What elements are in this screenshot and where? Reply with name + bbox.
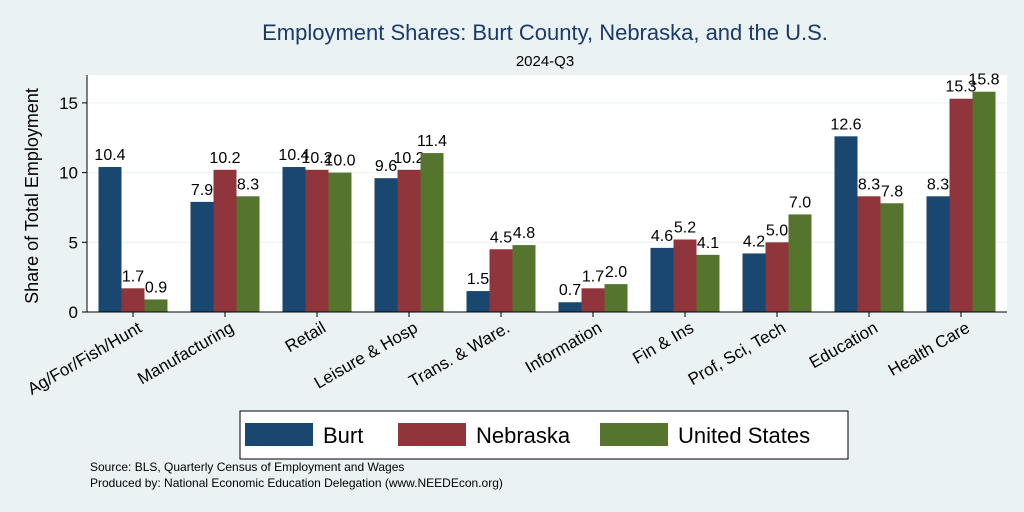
x-tick-label: Retail xyxy=(282,318,329,356)
bar-nebraska xyxy=(581,288,605,312)
data-label: 4.5 xyxy=(490,229,512,246)
bar-burt xyxy=(742,253,766,312)
data-label: 1.7 xyxy=(582,268,604,285)
bar-nebraska xyxy=(489,249,513,312)
y-tick-label: 5 xyxy=(69,233,78,252)
bar-nebraska xyxy=(673,239,697,312)
x-tick-label: Fin & Ins xyxy=(629,318,697,368)
bar-united-states xyxy=(604,284,628,312)
bar-united-states xyxy=(696,254,720,312)
data-label: 0.9 xyxy=(145,279,167,296)
data-label: 10.2 xyxy=(393,150,424,167)
legend-label: Burt xyxy=(323,423,363,448)
x-tick-label: Prof, Sci, Tech xyxy=(685,318,789,389)
plot-area: 05101510.41.70.9Ag/For/Fish/Hunt7.910.28… xyxy=(24,72,1007,399)
x-tick-label: Manufacturing xyxy=(134,318,237,388)
data-label: 7.8 xyxy=(881,183,903,200)
bar-united-states xyxy=(328,172,352,312)
data-label: 1.7 xyxy=(122,268,144,285)
legend-swatch-burt xyxy=(245,423,313,446)
bar-nebraska xyxy=(305,169,329,312)
data-label: 12.6 xyxy=(830,116,861,133)
legend-swatch-nebraska xyxy=(398,423,466,446)
legend: Burt Nebraska United States xyxy=(239,410,849,460)
bar-burt xyxy=(650,247,674,312)
bar-united-states xyxy=(144,299,168,312)
legend-label: United States xyxy=(678,423,810,448)
data-label: 9.6 xyxy=(375,158,397,175)
bar-united-states xyxy=(972,91,996,313)
data-label: 15.8 xyxy=(968,72,999,89)
bar-burt xyxy=(98,167,122,312)
y-axis-label: Share of Total Employment xyxy=(22,88,42,304)
data-label: 5.0 xyxy=(766,222,788,239)
data-label: 11.4 xyxy=(417,133,447,150)
bar-united-states xyxy=(420,153,444,312)
x-tick-label: Education xyxy=(806,318,881,372)
x-tick-label: Leisure & Hosp xyxy=(311,318,421,393)
bar-united-states xyxy=(236,196,260,312)
bar-nebraska xyxy=(213,169,237,312)
bar-burt xyxy=(374,178,398,312)
bar-nebraska xyxy=(765,242,789,312)
y-tick-label: 10 xyxy=(59,164,78,183)
data-label: 1.5 xyxy=(467,271,489,288)
data-label: 4.2 xyxy=(743,233,765,250)
x-tick-label: Trans. & Ware. xyxy=(406,318,513,391)
bar-burt xyxy=(926,196,950,312)
bar-burt xyxy=(466,291,490,312)
legend-box xyxy=(239,410,849,460)
bar-united-states xyxy=(512,245,536,312)
data-label: 4.1 xyxy=(697,235,719,252)
bar-united-states xyxy=(880,203,904,312)
bar-burt xyxy=(558,302,582,312)
data-label: 7.0 xyxy=(789,194,811,211)
data-label: 10.2 xyxy=(301,150,332,167)
data-label: 5.2 xyxy=(674,220,696,237)
data-label: 15.3 xyxy=(945,79,976,96)
data-label: 0.7 xyxy=(559,282,581,299)
source-note: Source: BLS, Quarterly Census of Employm… xyxy=(90,460,404,474)
bar-burt xyxy=(834,136,858,312)
data-label: 7.9 xyxy=(191,182,213,199)
y-tick-label: 0 xyxy=(69,303,78,322)
bar-nebraska xyxy=(121,288,145,312)
bar-nebraska xyxy=(857,196,881,312)
bar-nebraska xyxy=(949,98,973,312)
data-label: 10.4 xyxy=(94,147,125,164)
produced-by-note: Produced by: National Economic Education… xyxy=(90,476,503,490)
data-label: 8.3 xyxy=(237,176,259,193)
data-label: 4.6 xyxy=(651,228,673,245)
bar-burt xyxy=(282,167,306,312)
data-label: 10.0 xyxy=(324,153,355,170)
y-tick-label: 15 xyxy=(59,94,78,113)
x-tick-label: Health Care xyxy=(885,318,973,380)
legend-label: Nebraska xyxy=(476,423,571,448)
bar-nebraska xyxy=(397,169,421,312)
data-label: 8.3 xyxy=(858,176,880,193)
data-label: 10.4 xyxy=(278,147,309,164)
x-tick-label: Information xyxy=(522,318,605,377)
data-label: 2.0 xyxy=(605,264,627,281)
x-tick-label: Ag/For/Fish/Hunt xyxy=(24,318,145,399)
chart-title: Employment Shares: Burt County, Nebraska… xyxy=(262,20,828,45)
bar-united-states xyxy=(788,214,812,312)
data-label: 8.3 xyxy=(927,176,949,193)
data-label: 10.2 xyxy=(209,150,240,167)
data-label: 4.8 xyxy=(513,225,535,242)
bar-burt xyxy=(190,201,214,312)
legend-swatch-united-states xyxy=(600,423,668,446)
chart-subtitle: 2024-Q3 xyxy=(516,53,574,70)
